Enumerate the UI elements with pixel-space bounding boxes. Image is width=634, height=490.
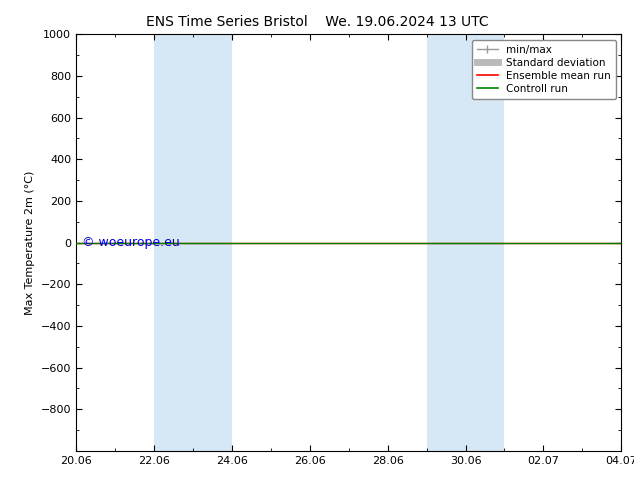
Text: © woeurope.eu: © woeurope.eu: [82, 236, 179, 249]
Legend: min/max, Standard deviation, Ensemble mean run, Controll run: min/max, Standard deviation, Ensemble me…: [472, 40, 616, 99]
Text: ENS Time Series Bristol    We. 19.06.2024 13 UTC: ENS Time Series Bristol We. 19.06.2024 1…: [146, 15, 488, 29]
Bar: [427, 34, 505, 451]
Y-axis label: Max Temperature 2m (°C): Max Temperature 2m (°C): [25, 171, 35, 315]
Bar: [154, 34, 232, 451]
